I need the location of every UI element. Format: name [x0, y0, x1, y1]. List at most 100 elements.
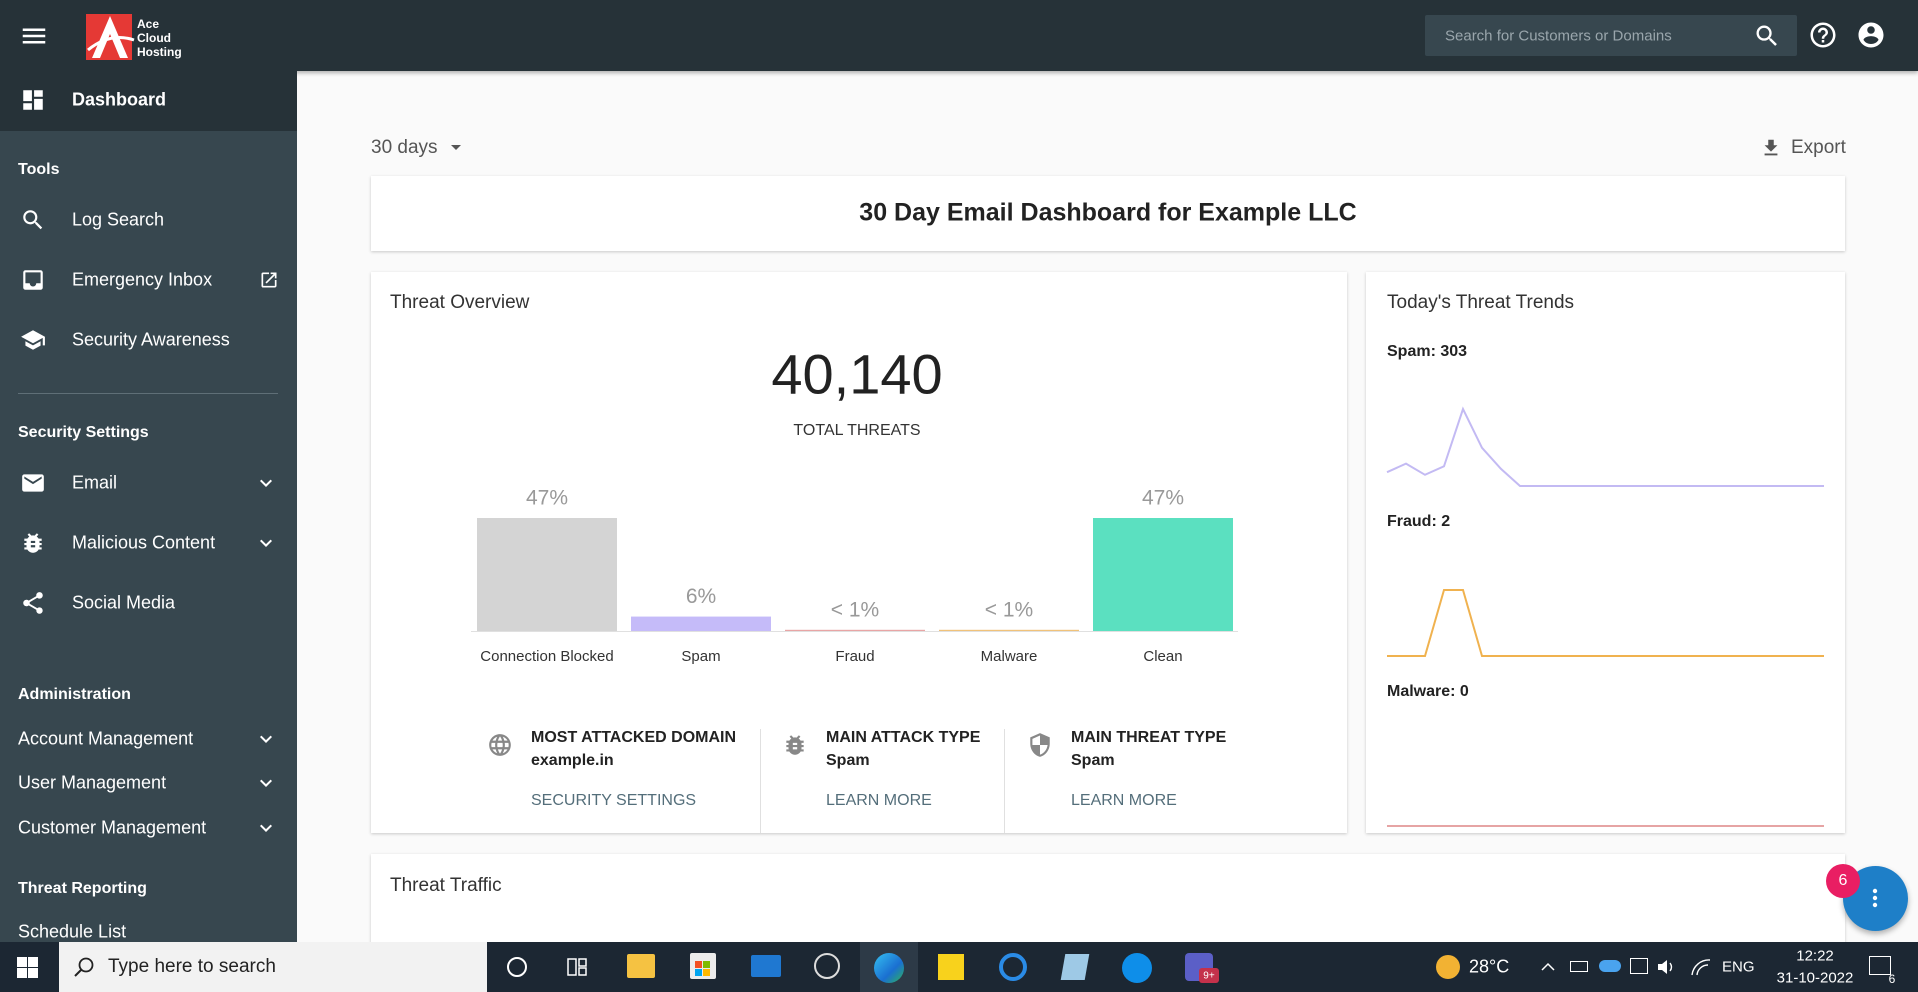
category-label: Clean [1143, 648, 1182, 665]
value-label: < 1% [985, 598, 1033, 621]
nav-item[interactable]: User Management [18, 772, 167, 793]
logo-text: Cloud [137, 31, 171, 45]
nav-item[interactable]: Malicious Content [72, 532, 216, 553]
chevron[interactable] [254, 727, 278, 751]
dropdown-arrow[interactable] [450, 144, 462, 152]
dashboard-title: 30 Day Email Dashboard for Example LLC [859, 198, 1357, 227]
card-title: Threat Overview [390, 292, 530, 313]
clock-time[interactable]: 12:22 [1796, 947, 1834, 965]
mail-app-icon[interactable] [751, 955, 781, 977]
divider [18, 393, 278, 394]
help-icon[interactable] [1808, 20, 1838, 50]
dell-icon[interactable] [814, 953, 840, 979]
search-box[interactable]: Search for Customers or Domains [1425, 15, 1797, 56]
threat-overview-card: Threat Overview 40,140 TOTAL THREATS 47%… [371, 272, 1347, 833]
stat-value: example.in [531, 752, 614, 769]
taskbar-search[interactable]: Type here to search [59, 942, 487, 992]
start-button[interactable] [17, 957, 38, 978]
nav-item[interactable]: Emergency Inbox [72, 269, 213, 290]
globe-icon [489, 734, 511, 756]
clock-date[interactable]: 31-10-2022 [1776, 969, 1854, 987]
nav-item[interactable]: Log Search [72, 209, 165, 230]
nav-item[interactable]: Email [72, 472, 118, 493]
sticky-notes-icon[interactable] [938, 954, 964, 980]
value-label: 47% [526, 487, 568, 510]
trend-charts: Spam: 303 Fraud: 2 Malware: 0 [1386, 343, 1824, 827]
logo-text: Hosting [137, 45, 182, 59]
total-label: TOTAL THREATS [793, 422, 921, 439]
notification-count: 6 [1888, 972, 1896, 986]
bar [939, 629, 1079, 631]
tray-chevron[interactable] [1540, 959, 1556, 975]
weather-text: 28°C [1469, 956, 1510, 977]
edge-icon[interactable] [874, 953, 904, 983]
cortana-icon[interactable] [505, 955, 529, 979]
badge-count: 6 [1838, 872, 1848, 889]
section-title: Administration [18, 686, 131, 703]
explorer-icon[interactable] [627, 954, 655, 978]
menu-button[interactable] [19, 21, 49, 51]
store-icon[interactable] [690, 953, 716, 979]
bug-icon [24, 533, 42, 553]
nav-item-active[interactable] [0, 71, 297, 131]
divider [760, 729, 761, 833]
nav-item[interactable]: Security Awareness [72, 329, 230, 350]
language[interactable]: ENG [1722, 958, 1755, 976]
more-icon [1872, 888, 1878, 908]
stat-link[interactable]: SECURITY SETTINGS [531, 792, 697, 809]
range-select[interactable]: 30 days [371, 137, 438, 158]
search-icon[interactable] [1753, 22, 1781, 50]
fab-badge: 6 [1826, 864, 1860, 898]
chevron[interactable] [254, 531, 278, 555]
teamviewer-icon[interactable] [1122, 953, 1152, 983]
bar [785, 629, 925, 631]
notification-icon[interactable] [1869, 956, 1891, 975]
value-label: < 1% [831, 598, 879, 621]
trend-line [1386, 406, 1824, 487]
teams-badge: 9+ [1199, 968, 1219, 983]
chevron[interactable] [254, 471, 278, 495]
stat-link[interactable]: LEARN MORE [1071, 792, 1177, 809]
app-icon[interactable] [999, 953, 1027, 981]
top-bar: Ace Cloud Hosting Search for Customers o… [0, 0, 1918, 71]
wifi-icon[interactable] [1690, 957, 1712, 977]
category-label: Connection Blocked [480, 648, 613, 665]
value-label: 6% [686, 585, 716, 608]
stat-label: MAIN THREAT TYPE [1071, 729, 1227, 746]
share-icon [23, 592, 43, 614]
chevron[interactable] [254, 816, 278, 840]
logo-mark [86, 14, 135, 60]
export-button[interactable]: Export [1791, 137, 1846, 158]
nav-item[interactable]: Dashboard [72, 89, 167, 110]
search-icon [74, 957, 94, 977]
search-icon [23, 210, 43, 230]
stat-label: MOST ATTACKED DOMAIN [531, 729, 737, 746]
divider [1004, 729, 1005, 833]
shield-icon [1030, 733, 1050, 757]
stat-value: Spam [1071, 752, 1115, 769]
nav-item[interactable]: Social Media [72, 592, 176, 613]
header-card: 30 Day Email Dashboard for Example LLC [371, 176, 1845, 251]
section-title: Tools [18, 161, 60, 178]
card-title: Today's Threat Trends [1387, 292, 1575, 313]
download-icon[interactable] [1760, 137, 1782, 159]
stat-link[interactable]: LEARN MORE [826, 792, 932, 809]
nav-item[interactable]: Schedule List [18, 921, 127, 942]
nav-item[interactable]: Customer Management [18, 817, 207, 838]
notepad-icon[interactable] [1060, 954, 1090, 980]
task-view-icon[interactable] [565, 955, 589, 979]
mail-icon [22, 474, 44, 492]
bug-icon [786, 735, 804, 755]
battery-icon[interactable] [1570, 961, 1588, 972]
account-icon[interactable] [1856, 20, 1886, 50]
chevron[interactable] [254, 771, 278, 795]
external-link-icon[interactable] [259, 270, 279, 290]
network-icon[interactable] [1630, 958, 1648, 974]
nav-item[interactable]: Account Management [18, 728, 194, 749]
section-title: Security Settings [18, 424, 149, 441]
onedrive-icon[interactable] [1599, 960, 1621, 972]
volume-icon[interactable] [1656, 957, 1678, 977]
